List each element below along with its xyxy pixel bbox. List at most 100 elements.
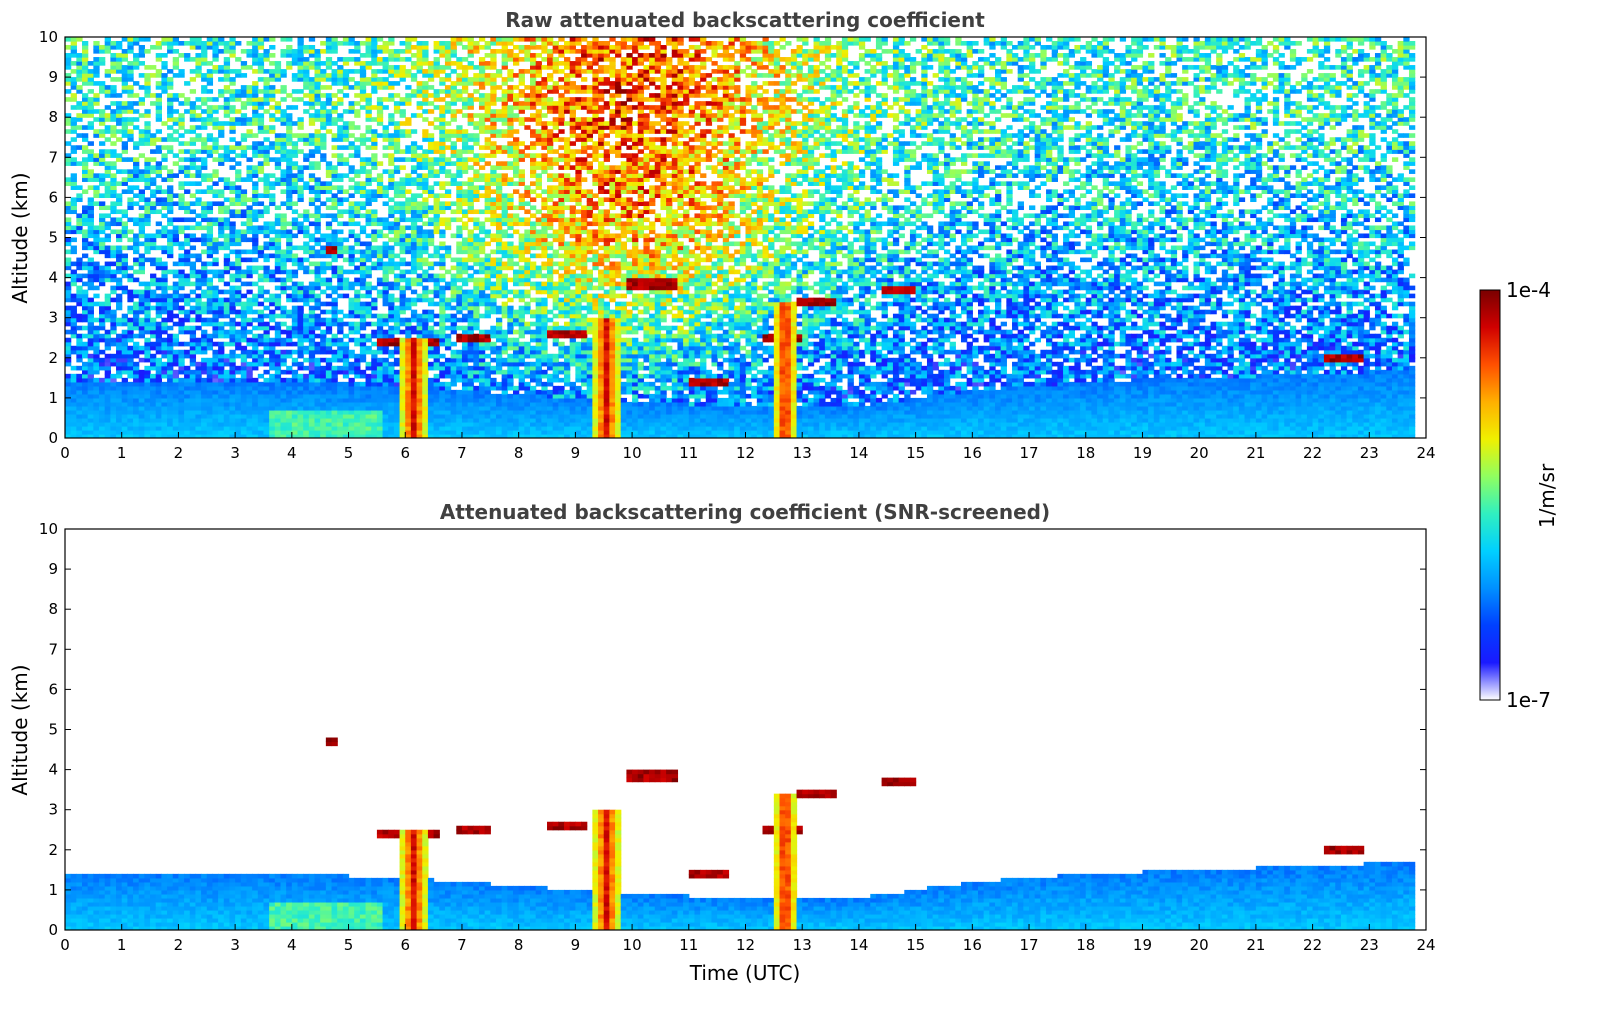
heatmap-cell-raw: [456, 406, 462, 411]
heatmap-cell-raw: [286, 37, 292, 42]
heatmap-cell-raw: [201, 201, 207, 206]
heatmap-cell-raw: [360, 302, 366, 307]
heatmap-cell-raw: [292, 374, 298, 379]
heatmap-cell-raw: [263, 370, 269, 375]
heatmap-cell-raw: [122, 258, 128, 263]
heatmap-cell-raw: [269, 77, 275, 82]
heatmap-cell-raw: [144, 378, 150, 383]
heatmap-cell-raw: [93, 229, 99, 234]
heatmap-cell-raw: [371, 374, 377, 379]
heatmap-cell-raw: [428, 77, 434, 82]
heatmap-cell-raw: [377, 426, 383, 431]
heatmap-cell-raw: [320, 394, 326, 399]
heatmap-cell-raw: [377, 394, 383, 399]
heatmap-cell-raw: [337, 266, 343, 271]
heatmap-cell-raw: [360, 89, 366, 94]
heatmap-cell-raw: [332, 233, 338, 238]
heatmap-cell-raw: [292, 378, 298, 383]
heatmap-cell-raw: [292, 402, 298, 407]
heatmap-cell-raw: [320, 145, 326, 150]
heatmap-cell-raw: [451, 49, 457, 54]
heatmap-cell-raw: [93, 81, 99, 86]
heatmap-cell-raw: [349, 410, 355, 415]
heatmap-cell-raw: [405, 298, 411, 303]
heatmap-cell-raw: [451, 45, 457, 50]
heatmap-cell-raw: [417, 101, 423, 106]
heatmap-cell-raw: [371, 41, 377, 46]
heatmap-cell-raw: [241, 394, 247, 399]
heatmap-cell-raw: [258, 386, 264, 391]
heatmap-cell-raw: [88, 382, 94, 387]
heatmap-cell-raw: [150, 354, 156, 359]
heatmap-cell-raw: [224, 157, 230, 162]
heatmap-cell-raw: [269, 422, 275, 427]
heatmap-cell-raw: [207, 41, 213, 46]
heatmap-cell-raw: [156, 402, 162, 407]
heatmap-cell-raw: [439, 185, 445, 190]
heatmap-cell-raw: [246, 342, 252, 347]
heatmap-cell-raw: [71, 173, 77, 178]
heatmap-cell-raw: [93, 97, 99, 102]
heatmap-cell-raw: [71, 37, 77, 42]
heatmap-cell-raw: [298, 61, 304, 66]
heatmap-cell-raw: [439, 278, 445, 283]
heatmap-cell-raw: [99, 418, 105, 423]
heatmap-cell-raw: [428, 137, 434, 142]
heatmap-cell-raw: [258, 422, 264, 427]
heatmap-cell-raw: [150, 374, 156, 379]
heatmap-cell-raw: [263, 426, 269, 431]
heatmap-cell-raw: [76, 366, 82, 371]
heatmap-cell-raw: [184, 382, 190, 387]
heatmap-cell-raw: [269, 382, 275, 387]
heatmap-cell-raw: [383, 97, 389, 102]
heatmap-cell-raw: [105, 278, 111, 283]
heatmap-cell-raw: [82, 213, 88, 218]
heatmap-cell-raw: [207, 81, 213, 86]
heatmap-cell-raw: [122, 145, 128, 150]
heatmap-cell-raw: [212, 418, 218, 423]
heatmap-cell-raw: [173, 270, 179, 275]
heatmap-cell-raw: [292, 73, 298, 78]
heatmap-cell-raw: [263, 306, 269, 311]
heatmap-cell-raw: [258, 229, 264, 234]
heatmap-cell-raw: [428, 238, 434, 243]
heatmap-cell-raw: [343, 394, 349, 399]
heatmap-cell-raw: [371, 250, 377, 255]
heatmap-cell-raw: [298, 374, 304, 379]
heatmap-cell-raw: [161, 386, 167, 391]
heatmap-cell-raw: [71, 270, 77, 275]
heatmap-cell-raw: [195, 137, 201, 142]
heatmap-cell-raw: [298, 193, 304, 198]
heatmap-cell-raw: [366, 294, 372, 299]
heatmap-cell-raw: [388, 161, 394, 166]
heatmap-cell-raw: [195, 189, 201, 194]
heatmap-cell-raw: [371, 141, 377, 146]
heatmap-cell-raw: [275, 250, 281, 255]
heatmap-cell-raw: [286, 229, 292, 234]
heatmap-cell-raw: [88, 270, 94, 275]
heatmap-cell-raw: [383, 225, 389, 230]
heatmap-cell-raw: [178, 430, 184, 435]
heatmap-cell-raw: [178, 270, 184, 275]
heatmap-cell-raw: [371, 69, 377, 74]
heatmap-cell-raw: [411, 238, 417, 243]
heatmap-cell-raw: [161, 278, 167, 283]
heatmap-cell-raw: [366, 290, 372, 295]
heatmap-cell-raw: [371, 61, 377, 66]
heatmap-cell-raw: [122, 378, 128, 383]
heatmap-cell-raw: [428, 101, 434, 106]
heatmap-cell-raw: [315, 205, 321, 210]
heatmap-cell-raw: [280, 354, 286, 359]
heatmap-cell-raw: [82, 161, 88, 166]
heatmap-cell-raw: [229, 125, 235, 130]
heatmap-cell-raw: [411, 113, 417, 118]
heatmap-cell-raw: [88, 173, 94, 178]
heatmap-cell-raw: [388, 85, 394, 90]
heatmap-cell-raw: [195, 390, 201, 395]
heatmap-cell-raw: [229, 394, 235, 399]
heatmap-cell-raw: [173, 358, 179, 363]
heatmap-cell-raw: [462, 258, 468, 263]
heatmap-cell-raw: [349, 414, 355, 419]
heatmap-cell-raw: [280, 282, 286, 287]
